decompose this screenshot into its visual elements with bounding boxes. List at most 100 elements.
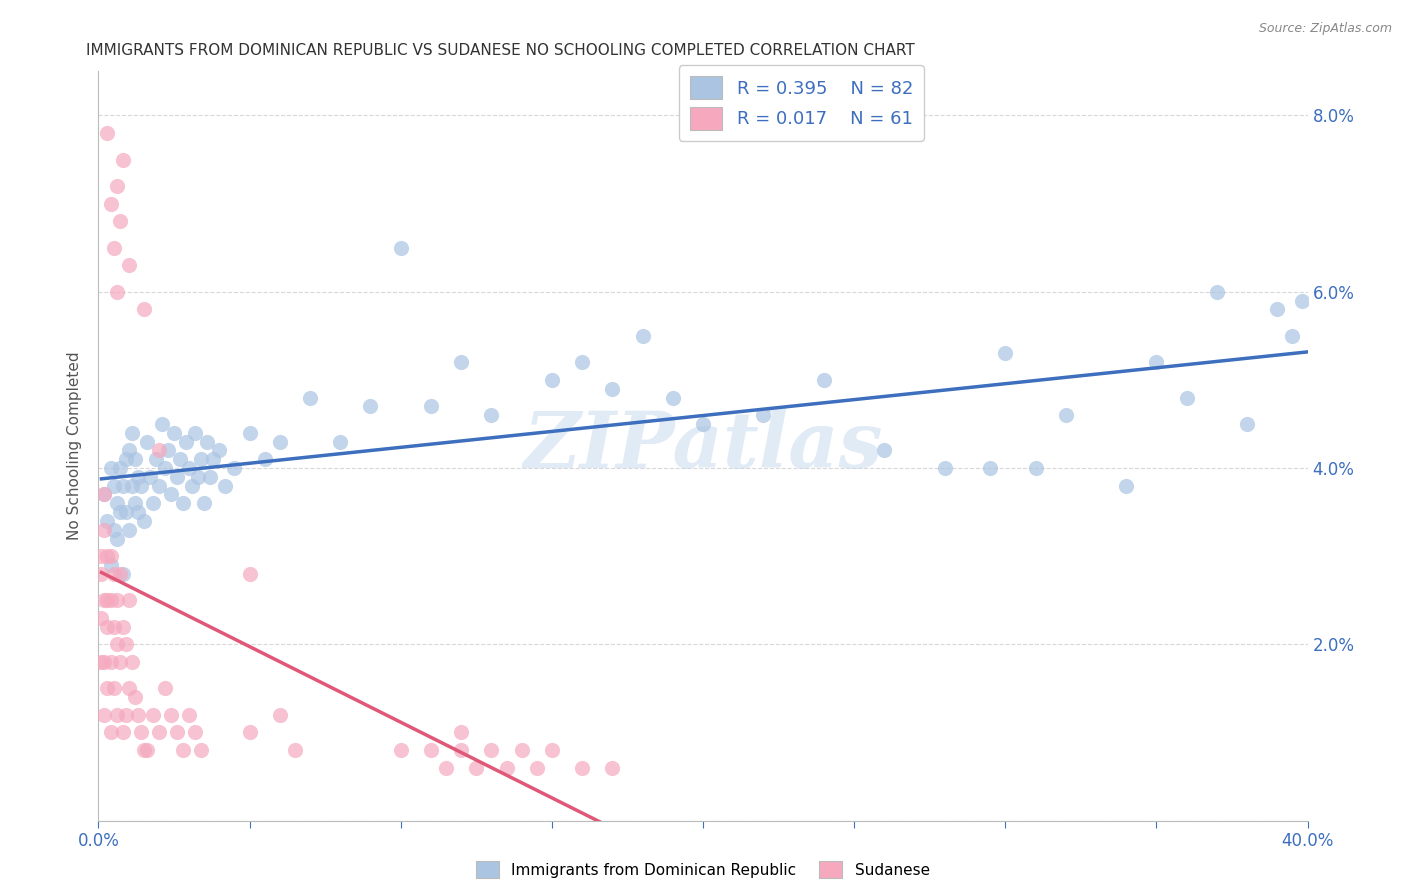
Point xyxy=(118,443,141,458)
Point xyxy=(420,400,443,414)
Point xyxy=(166,725,188,739)
Point xyxy=(571,355,593,369)
Legend: Immigrants from Dominican Republic, Sudanese: Immigrants from Dominican Republic, Suda… xyxy=(470,855,936,884)
Point xyxy=(540,743,562,757)
Point xyxy=(111,153,134,167)
Point xyxy=(108,214,131,228)
Point xyxy=(100,725,122,739)
Point xyxy=(174,434,197,449)
Point xyxy=(1291,293,1313,308)
Point xyxy=(200,470,222,484)
Point xyxy=(105,178,128,193)
Point xyxy=(389,743,412,757)
Point xyxy=(118,681,141,696)
Point xyxy=(752,408,775,422)
Point xyxy=(269,707,291,722)
Point xyxy=(90,655,112,669)
Point xyxy=(1144,355,1167,369)
Point xyxy=(1267,302,1289,317)
Point xyxy=(105,707,128,722)
Point xyxy=(172,496,194,510)
Point xyxy=(389,241,412,255)
Text: Source: ZipAtlas.com: Source: ZipAtlas.com xyxy=(1258,22,1392,36)
Point xyxy=(93,523,115,537)
Point xyxy=(239,425,262,440)
Point xyxy=(114,505,136,519)
Point xyxy=(631,328,654,343)
Point xyxy=(465,761,488,775)
Point xyxy=(114,707,136,722)
Point xyxy=(434,761,457,775)
Point xyxy=(103,523,125,537)
Point xyxy=(96,514,118,528)
Point xyxy=(121,655,143,669)
Point xyxy=(124,496,146,510)
Point xyxy=(90,566,112,581)
Point xyxy=(142,496,165,510)
Point xyxy=(450,743,472,757)
Point xyxy=(108,566,131,581)
Point xyxy=(994,346,1017,360)
Point xyxy=(190,743,212,757)
Point xyxy=(118,258,141,272)
Text: IMMIGRANTS FROM DOMINICAN REPUBLIC VS SUDANESE NO SCHOOLING COMPLETED CORRELATIO: IMMIGRANTS FROM DOMINICAN REPUBLIC VS SU… xyxy=(86,43,915,58)
Point xyxy=(103,566,125,581)
Point xyxy=(813,373,835,387)
Point xyxy=(153,461,176,475)
Point xyxy=(253,452,276,467)
Point xyxy=(93,707,115,722)
Point xyxy=(111,478,134,492)
Point xyxy=(121,478,143,492)
Point xyxy=(979,461,1001,475)
Point xyxy=(124,452,146,467)
Point xyxy=(450,355,472,369)
Point xyxy=(118,523,141,537)
Point xyxy=(284,743,307,757)
Point xyxy=(100,549,122,564)
Point xyxy=(602,761,624,775)
Point xyxy=(93,487,115,501)
Point xyxy=(105,496,128,510)
Point xyxy=(481,408,503,422)
Point xyxy=(1054,408,1077,422)
Point xyxy=(510,743,533,757)
Point xyxy=(661,391,683,405)
Point xyxy=(481,743,503,757)
Point xyxy=(127,707,149,722)
Point xyxy=(127,505,149,519)
Text: ZIPatlas: ZIPatlas xyxy=(523,408,883,484)
Point xyxy=(1236,417,1258,431)
Point xyxy=(179,461,201,475)
Point xyxy=(179,707,201,722)
Point xyxy=(135,434,157,449)
Point xyxy=(111,725,134,739)
Point xyxy=(124,690,146,705)
Point xyxy=(129,478,152,492)
Point xyxy=(1115,478,1137,492)
Point xyxy=(100,461,122,475)
Point xyxy=(239,725,262,739)
Point xyxy=(103,478,125,492)
Point xyxy=(571,761,593,775)
Point xyxy=(90,549,112,564)
Point xyxy=(132,743,155,757)
Point xyxy=(156,443,179,458)
Point xyxy=(184,425,207,440)
Y-axis label: No Schooling Completed: No Schooling Completed xyxy=(67,351,83,541)
Point xyxy=(1281,328,1303,343)
Point xyxy=(132,302,155,317)
Point xyxy=(692,417,714,431)
Point xyxy=(420,743,443,757)
Point xyxy=(150,417,173,431)
Point xyxy=(93,487,115,501)
Legend: R = 0.395    N = 82, R = 0.017    N = 61: R = 0.395 N = 82, R = 0.017 N = 61 xyxy=(679,65,924,141)
Point xyxy=(169,452,191,467)
Point xyxy=(114,452,136,467)
Point xyxy=(602,382,624,396)
Point xyxy=(96,681,118,696)
Point xyxy=(105,285,128,299)
Point xyxy=(193,496,215,510)
Point xyxy=(105,593,128,607)
Point xyxy=(142,707,165,722)
Point xyxy=(195,434,218,449)
